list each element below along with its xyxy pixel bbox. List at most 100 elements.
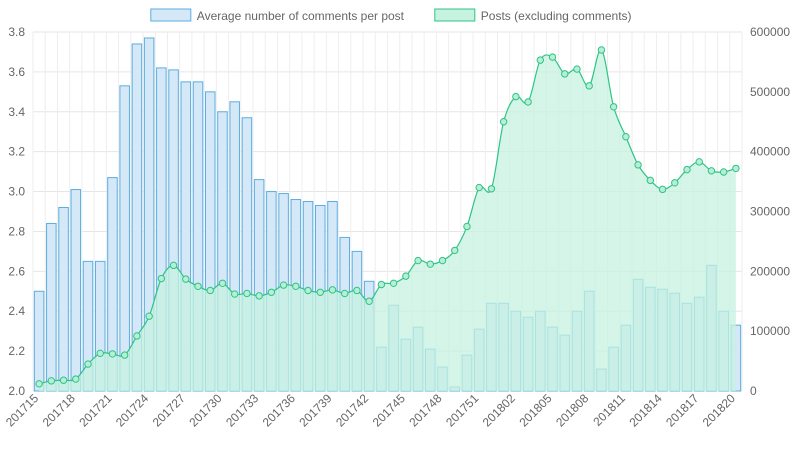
point-posts [157,274,166,283]
bar-comments-per-post [119,85,130,392]
x-tick-label: 201745 [370,391,408,429]
y-left-tick-label: 2.4 [8,304,25,318]
point-posts [732,164,740,173]
bar-comments-per-post [33,290,45,392]
point-posts [267,288,276,296]
y-right-tick-label: 300000 [750,205,790,219]
point-posts [59,376,68,384]
y-left-tick-label: 2.8 [8,224,25,238]
x-tick-label: 201736 [260,391,298,429]
x-tick-label: 201718 [40,391,78,429]
line-posts [38,49,737,385]
legend-label: Average number of comments per post [197,9,405,23]
x-tick-label: 201805 [516,391,554,429]
point-posts [512,92,520,101]
point-posts [719,168,728,176]
point-posts [389,279,398,287]
y-right-tick-label: 600000 [750,25,790,39]
point-posts [35,380,43,388]
x-tick-label: 201802 [480,391,518,429]
point-posts [243,289,251,298]
point-posts [683,165,691,174]
legend-label: Posts (excluding comments) [481,9,632,23]
y-left-tick-label: 2.2 [8,344,25,358]
y-left-tick-label: 2.0 [8,384,25,398]
point-posts [206,286,214,295]
y-left-tick-label: 3.0 [8,185,25,199]
x-tick-label: 201733 [223,391,261,429]
y-left-tick-label: 2.6 [8,264,25,278]
point-posts [84,360,92,368]
x-tick-label: 201808 [553,391,591,429]
point-posts [561,70,569,78]
point-posts [426,260,434,268]
point-posts [707,167,716,175]
point-posts [536,56,545,64]
point-posts [72,375,80,383]
area-fill-posts [39,49,736,391]
point-posts [377,280,386,289]
x-tick-label: 201751 [443,391,481,429]
point-posts [120,351,129,359]
y-right-tick-label: 500000 [750,85,790,99]
point-posts [658,185,667,194]
point-posts [47,377,56,385]
x-tick-label: 201721 [76,391,114,429]
point-posts [487,185,496,193]
point-posts [597,46,606,54]
bar-comments-per-post [58,207,69,392]
y-left-tick-label: 3.2 [8,145,25,159]
point-posts [218,279,227,287]
x-tick-label: 201811 [590,391,628,429]
point-posts [451,246,459,255]
point-posts [573,65,581,73]
point-posts [353,286,361,295]
point-posts [304,286,312,295]
point-posts [365,297,373,305]
y-right-tick-label: 100000 [750,324,790,338]
point-posts [438,256,447,265]
y-left-tick-label: 3.6 [8,65,25,79]
point-posts [316,288,324,296]
point-posts [145,312,153,320]
legend-swatch [434,8,476,22]
point-posts [279,281,288,289]
point-posts [499,118,508,126]
point-posts [96,349,104,358]
point-posts [169,261,178,270]
point-posts [328,286,337,294]
point-posts [585,82,593,90]
point-posts [230,290,239,298]
bar-comments-per-post [70,189,82,392]
x-tick-label: 201817 [663,391,701,429]
point-posts [646,176,655,185]
point-posts [194,282,202,290]
x-tick-label: 201739 [296,391,334,429]
point-posts [341,289,349,298]
point-posts [609,103,618,111]
x-tick-label: 201820 [700,391,738,429]
point-posts [671,179,679,187]
x-tick-label: 201724 [113,391,151,429]
bar-comments-per-post [46,222,57,392]
point-posts [108,350,117,358]
x-tick-label: 201742 [333,391,371,429]
legend-swatch [150,8,192,22]
y-left-tick-label: 3.8 [8,25,25,39]
x-tick-label: 201730 [186,391,224,429]
point-posts [133,332,141,340]
point-posts [463,222,471,231]
y-right-tick-label: 200000 [750,264,790,278]
point-posts [548,53,557,61]
point-posts [524,98,532,106]
x-tick-label: 201748 [406,391,444,429]
point-posts [634,161,642,169]
point-posts [414,256,422,265]
x-tick-label: 201814 [626,391,664,429]
y-right-tick-label: 0 [750,384,757,398]
point-posts [255,292,263,300]
y-left-tick-label: 3.4 [8,105,25,119]
point-posts [402,272,410,280]
